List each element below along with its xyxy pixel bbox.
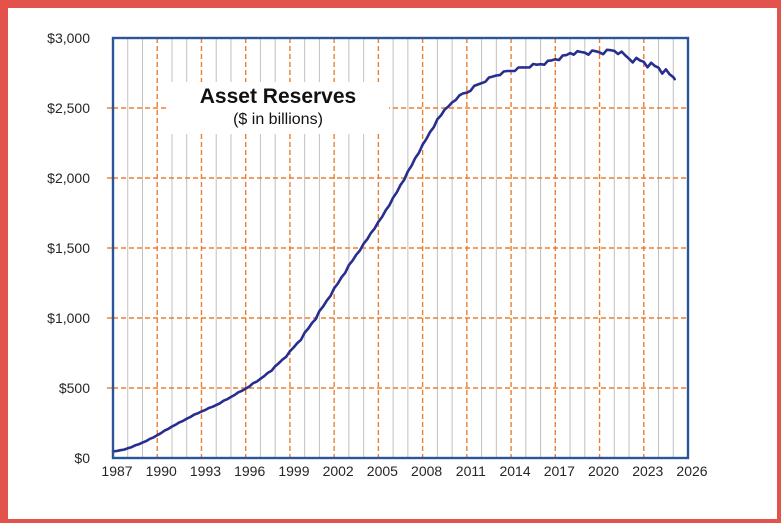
y-axis-label: $3,000 (47, 30, 90, 46)
x-axis-label: 2002 (322, 463, 354, 479)
x-axis-label: 2014 (499, 463, 531, 479)
chart-title-block: Asset Reserves ($ in billions) (167, 82, 389, 134)
y-axis-label: $2,500 (47, 100, 90, 116)
x-axis-label: 1996 (234, 463, 266, 479)
x-axis-label: 2023 (632, 463, 664, 479)
x-axis-label: 1990 (145, 463, 177, 479)
y-axis-label: $2,000 (47, 170, 90, 186)
x-axis-label: 2005 (366, 463, 398, 479)
asset-reserves-data-line (111, 48, 676, 453)
y-axis-label: $1,500 (47, 240, 90, 256)
chart-subtitle: ($ in billions) (233, 111, 323, 128)
x-axis-label: 1987 (101, 463, 133, 479)
plot-area-border (111, 36, 690, 460)
x-axis-label: 2008 (411, 463, 443, 479)
x-axis-label: 2026 (676, 463, 708, 479)
y-axis-label: $0 (74, 450, 90, 466)
y-axis-label: $500 (58, 380, 90, 396)
x-axis-label: 1993 (189, 463, 222, 479)
y-axis-label: $1,000 (47, 310, 90, 326)
x-axis-label: 2017 (543, 463, 575, 479)
x-axis-label: 2011 (455, 463, 486, 479)
x-axis-label: 2020 (587, 463, 620, 479)
chart-title: Asset Reserves (199, 85, 357, 108)
x-axis-label: 1999 (278, 463, 310, 479)
